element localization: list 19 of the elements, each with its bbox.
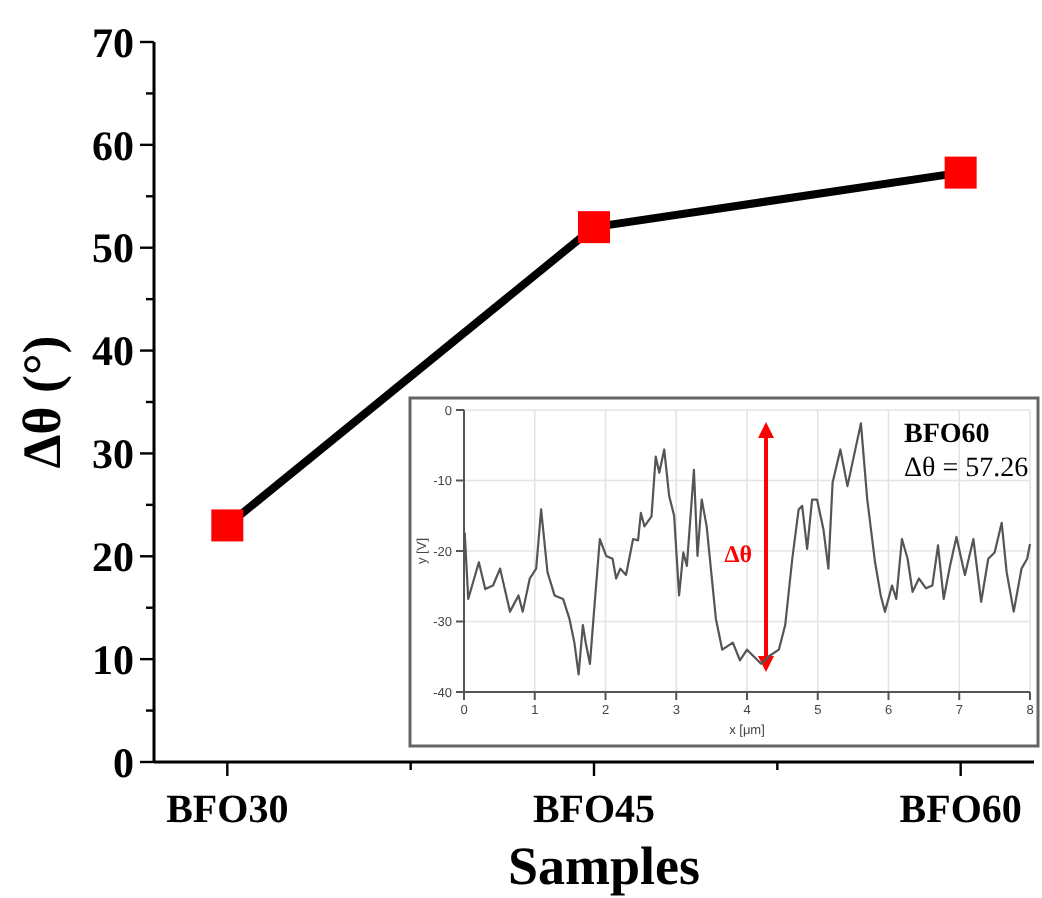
x-tick-label: BFO45 [532, 788, 656, 832]
x-tick-label: BFO60 [899, 788, 1022, 832]
y-tick-label: 0 [113, 738, 134, 787]
y-tick-label: 10 [92, 635, 134, 684]
y-tick-label: 30 [92, 430, 134, 479]
point [211, 509, 244, 542]
x-tick-label: BFO30 [166, 788, 289, 832]
annotation: BFO60 [904, 420, 990, 450]
y-axis-title: Δθ (°) [12, 335, 72, 469]
y-tick-label: 20 [92, 532, 134, 581]
annotation: Δθ [724, 540, 752, 568]
point [944, 156, 977, 189]
x-axis-title: Samples [507, 836, 701, 896]
y-tick-label: 60 [92, 121, 134, 170]
y-tick-label: 40 [92, 327, 134, 376]
y-tick-label: 50 [92, 224, 134, 273]
y-tick-label: 70 [92, 18, 134, 67]
annotation: Δθ = 57.26 [904, 454, 1029, 484]
point [578, 211, 610, 244]
